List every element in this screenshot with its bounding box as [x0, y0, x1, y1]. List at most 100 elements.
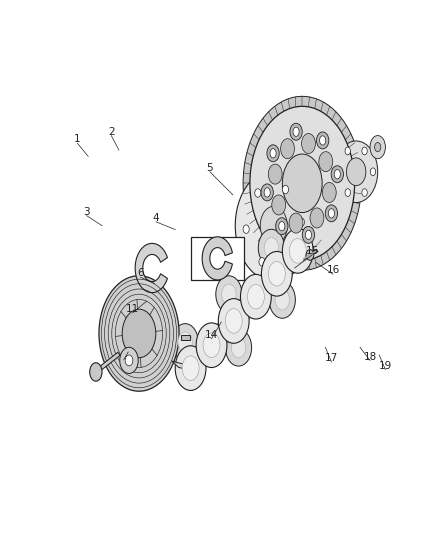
- Ellipse shape: [268, 164, 282, 184]
- Ellipse shape: [325, 205, 338, 222]
- Ellipse shape: [328, 209, 335, 218]
- Ellipse shape: [374, 142, 381, 152]
- Ellipse shape: [272, 195, 286, 215]
- Ellipse shape: [120, 348, 138, 374]
- Polygon shape: [183, 338, 219, 375]
- Ellipse shape: [175, 346, 206, 391]
- Ellipse shape: [122, 309, 156, 358]
- Polygon shape: [269, 244, 305, 280]
- Ellipse shape: [250, 106, 355, 260]
- Ellipse shape: [346, 158, 366, 185]
- Ellipse shape: [240, 274, 271, 319]
- Ellipse shape: [345, 147, 350, 155]
- Ellipse shape: [362, 189, 367, 197]
- Ellipse shape: [306, 249, 314, 260]
- Ellipse shape: [310, 208, 324, 228]
- Text: 15: 15: [306, 246, 319, 256]
- Polygon shape: [243, 96, 361, 270]
- Ellipse shape: [305, 230, 311, 239]
- Ellipse shape: [283, 185, 289, 193]
- Ellipse shape: [267, 145, 279, 161]
- Ellipse shape: [345, 189, 350, 197]
- Ellipse shape: [264, 238, 279, 258]
- Polygon shape: [172, 361, 194, 371]
- Ellipse shape: [335, 141, 378, 203]
- Polygon shape: [265, 242, 283, 279]
- Ellipse shape: [370, 135, 385, 159]
- Ellipse shape: [283, 154, 322, 213]
- Polygon shape: [271, 268, 289, 305]
- Ellipse shape: [196, 323, 227, 368]
- Ellipse shape: [172, 324, 198, 361]
- Ellipse shape: [216, 276, 242, 313]
- Ellipse shape: [255, 189, 261, 197]
- Ellipse shape: [231, 337, 246, 358]
- Ellipse shape: [270, 149, 276, 158]
- Ellipse shape: [125, 355, 133, 366]
- Ellipse shape: [182, 356, 199, 381]
- Polygon shape: [180, 335, 190, 340]
- Ellipse shape: [319, 152, 333, 172]
- Polygon shape: [265, 242, 304, 256]
- Ellipse shape: [260, 206, 287, 245]
- Ellipse shape: [203, 333, 220, 358]
- Text: 14: 14: [205, 330, 218, 340]
- Polygon shape: [202, 237, 233, 280]
- Ellipse shape: [362, 147, 367, 155]
- Ellipse shape: [337, 168, 342, 175]
- Polygon shape: [248, 267, 284, 303]
- Ellipse shape: [276, 218, 288, 235]
- Polygon shape: [179, 336, 197, 374]
- Ellipse shape: [235, 170, 312, 281]
- Text: 19: 19: [379, 361, 392, 371]
- Polygon shape: [290, 227, 321, 257]
- Text: 17: 17: [325, 353, 338, 363]
- Ellipse shape: [283, 229, 313, 273]
- Polygon shape: [223, 288, 262, 302]
- Text: 2: 2: [108, 127, 115, 137]
- Polygon shape: [205, 340, 245, 353]
- Polygon shape: [135, 244, 167, 293]
- Ellipse shape: [178, 332, 192, 352]
- Ellipse shape: [286, 254, 293, 263]
- Ellipse shape: [222, 284, 236, 304]
- Ellipse shape: [275, 289, 290, 310]
- Ellipse shape: [289, 213, 303, 233]
- Ellipse shape: [243, 225, 249, 233]
- Ellipse shape: [298, 218, 304, 227]
- Ellipse shape: [290, 123, 302, 140]
- Text: 18: 18: [364, 352, 377, 361]
- Polygon shape: [223, 288, 240, 327]
- Ellipse shape: [247, 285, 265, 309]
- Ellipse shape: [301, 134, 315, 154]
- Ellipse shape: [261, 252, 292, 296]
- Text: 6: 6: [137, 269, 144, 278]
- Ellipse shape: [320, 136, 326, 145]
- Text: 11: 11: [126, 304, 139, 314]
- Ellipse shape: [218, 298, 249, 343]
- Text: 16: 16: [326, 265, 340, 276]
- Ellipse shape: [370, 168, 376, 175]
- Ellipse shape: [268, 262, 285, 286]
- Ellipse shape: [279, 222, 285, 231]
- Polygon shape: [204, 314, 241, 352]
- Ellipse shape: [317, 132, 329, 149]
- Polygon shape: [227, 315, 245, 353]
- Text: 1: 1: [74, 134, 81, 144]
- Polygon shape: [250, 291, 289, 305]
- Ellipse shape: [322, 182, 336, 203]
- Ellipse shape: [90, 363, 102, 381]
- Ellipse shape: [225, 309, 242, 333]
- Ellipse shape: [302, 227, 314, 244]
- Ellipse shape: [261, 184, 273, 201]
- Ellipse shape: [259, 257, 265, 266]
- Text: 4: 4: [152, 213, 159, 223]
- Ellipse shape: [226, 329, 251, 366]
- Ellipse shape: [293, 127, 299, 136]
- Ellipse shape: [264, 188, 270, 197]
- Ellipse shape: [269, 281, 295, 318]
- Ellipse shape: [99, 276, 179, 391]
- Ellipse shape: [258, 229, 285, 266]
- Polygon shape: [226, 290, 263, 328]
- Ellipse shape: [334, 169, 340, 179]
